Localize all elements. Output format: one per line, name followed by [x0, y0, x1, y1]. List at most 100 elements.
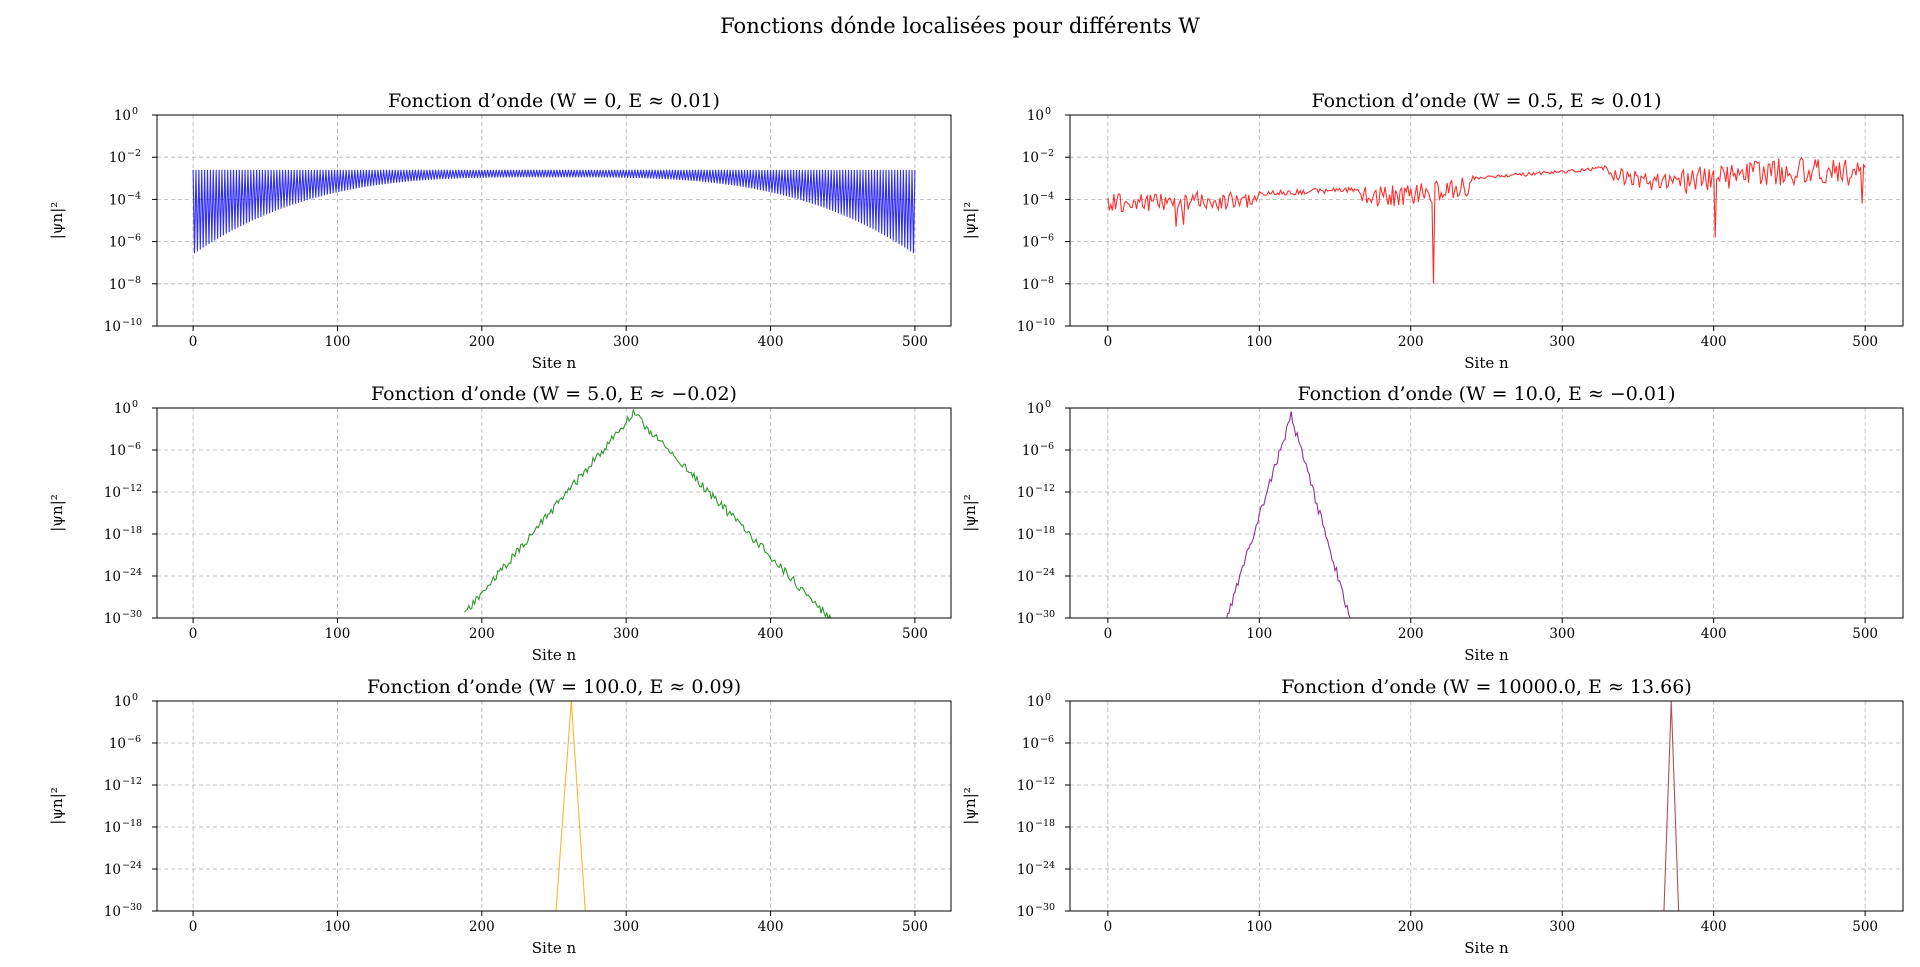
x-tick-label: 300 — [1549, 626, 1575, 642]
y-tick-label: 10 — [104, 485, 121, 501]
y-tick-label: 10 — [1027, 401, 1044, 417]
y-tick-exponent: −6 — [1040, 734, 1054, 745]
y-tick-label: 10 — [1022, 277, 1039, 293]
y-tick-label: 10 — [1027, 108, 1044, 124]
x-tick-label: 100 — [1246, 334, 1272, 350]
y-tick-label: 10 — [104, 569, 121, 585]
panel-title: Fonction d’onde (W = 10000.0, E ≈ 13.66) — [1281, 676, 1691, 698]
y-tick-label: 10 — [1017, 904, 1034, 920]
y-tick-exponent: −30 — [122, 902, 142, 913]
y-tick-exponent: −6 — [1040, 441, 1054, 452]
y-tick-label: 10 — [1017, 778, 1034, 794]
x-axis-label: Site n — [1464, 646, 1509, 664]
y-tick-exponent: −30 — [1035, 609, 1055, 620]
x-axis-label: Site n — [1464, 354, 1509, 372]
y-tick-exponent: −24 — [1035, 860, 1055, 871]
y-tick-label: 10 — [109, 192, 126, 208]
x-tick-label: 200 — [469, 626, 495, 642]
x-tick-label: 0 — [189, 919, 198, 935]
x-tick-label: 400 — [1701, 919, 1727, 935]
y-tick-exponent: −6 — [127, 734, 141, 745]
x-tick-label: 400 — [758, 626, 784, 642]
y-tick-exponent: −18 — [1035, 818, 1055, 829]
x-tick-label: 400 — [1701, 626, 1727, 642]
y-axis-label: |ψn|² — [961, 787, 979, 825]
panel-title: Fonction d’onde (W = 0.5, E ≈ 0.01) — [1311, 90, 1661, 112]
plot-frame — [1069, 407, 1904, 619]
y-tick-exponent: 0 — [132, 399, 138, 410]
x-tick-label: 300 — [1549, 334, 1575, 350]
x-axis-label: Site n — [1464, 939, 1509, 957]
y-tick-label: 10 — [104, 904, 121, 920]
y-tick-label: 10 — [1022, 235, 1039, 251]
y-tick-label: 10 — [109, 150, 126, 166]
y-axis-label: |ψn|² — [48, 787, 66, 825]
y-tick-label: 10 — [1017, 527, 1034, 543]
x-tick-label: 0 — [189, 334, 198, 350]
x-tick-label: 0 — [189, 626, 198, 642]
x-tick-label: 0 — [1104, 626, 1113, 642]
y-axis-label: |ψn|² — [961, 494, 979, 532]
y-tick-label: 10 — [104, 527, 121, 543]
x-tick-label: 100 — [1246, 626, 1272, 642]
series-line — [1107, 156, 1866, 284]
y-tick-label: 10 — [114, 694, 131, 710]
y-tick-label: 10 — [114, 108, 131, 124]
y-tick-exponent: −6 — [1040, 233, 1054, 244]
y-tick-exponent: −4 — [1040, 190, 1054, 201]
y-tick-exponent: −30 — [1035, 902, 1055, 913]
plot-frame — [156, 114, 952, 327]
y-tick-exponent: −24 — [122, 567, 142, 578]
y-tick-label: 10 — [104, 611, 121, 627]
y-tick-label: 10 — [1022, 443, 1039, 459]
panel-title: Fonction d’onde (W = 10.0, E ≈ −0.01) — [1297, 383, 1675, 405]
y-tick-exponent: −8 — [127, 275, 141, 286]
y-tick-label: 10 — [1017, 485, 1034, 501]
y-tick-label: 10 — [104, 862, 121, 878]
y-tick-label: 10 — [1017, 862, 1034, 878]
panel-title: Fonction d’onde (W = 100.0, E ≈ 0.09) — [367, 676, 741, 698]
x-tick-label: 200 — [469, 919, 495, 935]
series-line — [192, 169, 916, 254]
y-tick-label: 10 — [104, 319, 121, 335]
x-tick-label: 500 — [902, 334, 928, 350]
y-tick-exponent: 0 — [132, 692, 138, 703]
y-tick-label: 10 — [114, 401, 131, 417]
x-tick-label: 400 — [758, 334, 784, 350]
y-tick-label: 10 — [104, 778, 121, 794]
plot-frame — [1069, 700, 1904, 912]
y-tick-label: 10 — [109, 235, 126, 251]
series-line — [464, 409, 831, 618]
y-axis-label: |ψn|² — [48, 202, 66, 240]
y-tick-label: 10 — [1027, 694, 1044, 710]
x-tick-label: 400 — [1701, 334, 1727, 350]
series-line — [1663, 701, 1680, 911]
x-tick-label: 100 — [325, 626, 351, 642]
x-tick-label: 500 — [1852, 919, 1878, 935]
x-tick-label: 300 — [613, 334, 639, 350]
y-tick-exponent: −8 — [1040, 275, 1054, 286]
x-tick-label: 200 — [469, 334, 495, 350]
y-tick-exponent: −2 — [127, 148, 141, 159]
y-tick-label: 10 — [104, 820, 121, 836]
y-tick-label: 10 — [1022, 192, 1039, 208]
y-tick-exponent: 0 — [1045, 399, 1051, 410]
x-tick-label: 100 — [325, 334, 351, 350]
x-tick-label: 500 — [902, 626, 928, 642]
x-tick-label: 200 — [1398, 919, 1424, 935]
y-tick-exponent: −30 — [122, 609, 142, 620]
x-tick-label: 300 — [613, 626, 639, 642]
x-axis-label: Site n — [532, 939, 577, 957]
y-tick-label: 10 — [109, 277, 126, 293]
y-tick-exponent: −10 — [122, 317, 142, 328]
y-tick-label: 10 — [1017, 820, 1034, 836]
y-tick-exponent: 0 — [1045, 692, 1051, 703]
x-tick-label: 0 — [1104, 919, 1113, 935]
y-tick-label: 10 — [1022, 150, 1039, 166]
y-axis-label: |ψn|² — [961, 202, 979, 240]
